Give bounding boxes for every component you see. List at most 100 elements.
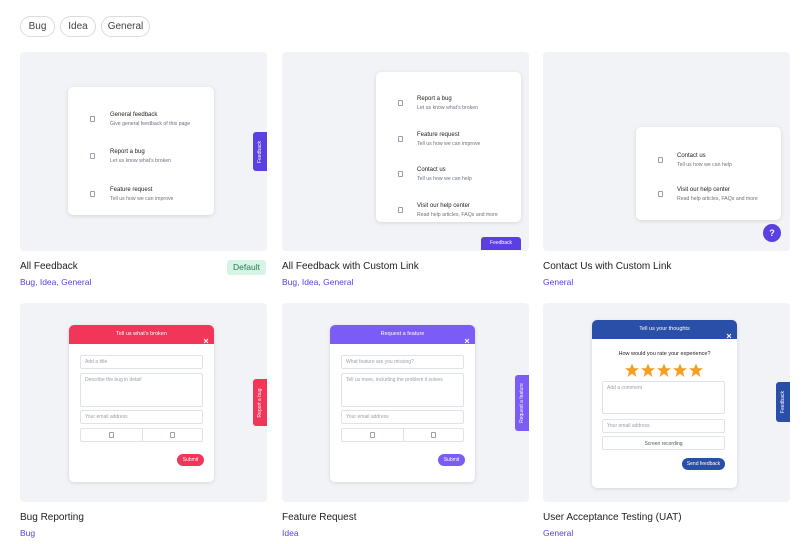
form-header: Request a feature [330, 325, 475, 344]
side-tab-label: Feedback [780, 391, 786, 413]
widget-form: Tell us your thoughts How would you rate … [592, 320, 737, 488]
menu-item-subtitle: Read help articles, FAQs and more [417, 212, 498, 218]
form-field: What feature are you missing? [341, 355, 464, 369]
template-tags: General [543, 277, 574, 287]
menu-item-title: Feature request [110, 187, 153, 193]
item-icon [398, 171, 403, 177]
template-title: All Feedback with Custom Link [282, 261, 419, 272]
launcher-button[interactable]: Feedback [481, 237, 521, 250]
item-icon [370, 432, 375, 438]
star [673, 363, 687, 377]
side-tab[interactable]: Report a bug [253, 379, 267, 426]
form-header: Tell us your thoughts [592, 320, 737, 339]
side-tab[interactable]: Feedback [253, 132, 267, 171]
template-card[interactable]: General feedback Give general feedback of… [20, 52, 267, 292]
filter-chip[interactable]: General [101, 16, 150, 37]
star [641, 363, 655, 377]
item-icon [431, 432, 436, 438]
menu-item-title: Feature request [417, 132, 460, 138]
template-card[interactable]: Contact us Tell us how we can help Visit o… [543, 52, 790, 292]
preview: Tell us your thoughts How would you rate … [543, 303, 790, 502]
preview: Tell us what's broken Add a title Describe… [20, 303, 267, 502]
close-glyph [726, 333, 732, 339]
star [625, 363, 639, 377]
menu-item-title: Contact us [677, 153, 706, 159]
submit-button[interactable]: Send feedback [682, 458, 725, 470]
attachment-row [80, 428, 203, 442]
close-glyph [203, 338, 209, 344]
submit-button[interactable]: Submit [438, 454, 465, 466]
close-icon [726, 326, 732, 339]
star [689, 363, 703, 377]
template-tags: General [543, 528, 574, 538]
item-icon [170, 432, 175, 438]
item-icon [90, 116, 95, 122]
launcher-button[interactable]: ? [763, 224, 781, 242]
menu-item-subtitle: Tell us how we can improve [110, 196, 174, 202]
item-icon [90, 191, 95, 197]
item-icon [398, 136, 403, 142]
menu-item-title: Visit our help center [417, 203, 470, 209]
menu-item-subtitle: Give general feedback of this page [110, 121, 191, 127]
preview: Contact us Tell us how we can help Visit o… [543, 52, 790, 251]
preview: Request a feature What feature are you mi… [282, 303, 529, 502]
menu-item-title: Report a bug [417, 96, 452, 102]
menu-item-subtitle: Tell us how we can improve [417, 141, 481, 147]
item-icon [90, 153, 95, 159]
submit-button[interactable]: Submit [177, 454, 204, 466]
side-tab-label: Request a feature [519, 383, 525, 423]
template-card[interactable]: Report a bug Let us know what's broken Fea… [282, 52, 529, 292]
template-tags: Bug, Idea, General [20, 277, 92, 287]
form-field: Your email address [602, 419, 725, 433]
rating-question: How would you rate your experience? [618, 351, 711, 357]
close-glyph [464, 338, 470, 344]
preview: General feedback Give general feedback of… [20, 52, 267, 251]
menu-item-title: General feedback [110, 112, 158, 118]
widget-menu: Contact us Tell us how we can help Visit o… [636, 127, 781, 220]
template-card[interactable]: Tell us your thoughts How would you rate … [543, 303, 790, 543]
menu-item-title: Visit our help center [677, 187, 730, 193]
side-tab[interactable]: Feedback [776, 382, 790, 422]
divider [142, 429, 143, 441]
menu-item-title: Contact us [417, 167, 446, 173]
star-row [625, 363, 705, 378]
template-tags: Bug [20, 528, 36, 538]
stars [625, 363, 703, 377]
filter-chip[interactable]: Bug [20, 16, 55, 37]
template-title: Feature Request [282, 512, 357, 523]
menu-item-subtitle: Tell us how we can help [677, 162, 732, 168]
template-title: User Acceptance Testing (UAT) [543, 512, 682, 523]
form-field: Tell us more, including the problem it s… [341, 373, 464, 407]
default-badge: Default [227, 260, 266, 275]
menu-item-title: Report a bug [110, 149, 145, 155]
item-icon [658, 191, 663, 197]
template-title: All Feedback [20, 261, 78, 272]
form-field: Your email address [80, 410, 203, 424]
side-tab[interactable]: Request a feature [515, 375, 529, 431]
menu-item-subtitle: Tell us how we can help [417, 176, 472, 182]
star [657, 363, 671, 377]
template-title: Contact Us with Custom Link [543, 261, 672, 272]
side-tab-label: Feedback [257, 140, 263, 163]
close-icon [464, 331, 470, 344]
menu-item-subtitle: Read help articles, FAQs and more [677, 196, 758, 202]
form-field: Screen recording [602, 436, 725, 450]
item-icon [658, 157, 663, 163]
menu-item-subtitle: Let us know what's broken [110, 158, 171, 164]
filter-chip[interactable]: Idea [60, 16, 96, 37]
template-title: Bug Reporting [20, 512, 84, 523]
form-field: Describe the bug in detail [80, 373, 203, 407]
preview: Report a bug Let us know what's broken Fea… [282, 52, 529, 251]
item-icon [398, 100, 403, 106]
template-tags: Bug, Idea, General [282, 277, 354, 287]
close-icon [203, 331, 209, 344]
template-card[interactable]: Tell us what's broken Add a title Describe… [20, 303, 267, 543]
widget-form: Tell us what's broken Add a title Describe… [69, 325, 214, 482]
side-tab-label: Report a bug [257, 388, 263, 417]
template-card[interactable]: Request a feature What feature are you mi… [282, 303, 529, 543]
form-field: Add a title [80, 355, 203, 369]
widget-menu: General feedback Give general feedback of… [68, 87, 214, 215]
widget-menu: Report a bug Let us know what's broken Fea… [376, 72, 521, 222]
menu-item-subtitle: Let us know what's broken [417, 105, 478, 111]
